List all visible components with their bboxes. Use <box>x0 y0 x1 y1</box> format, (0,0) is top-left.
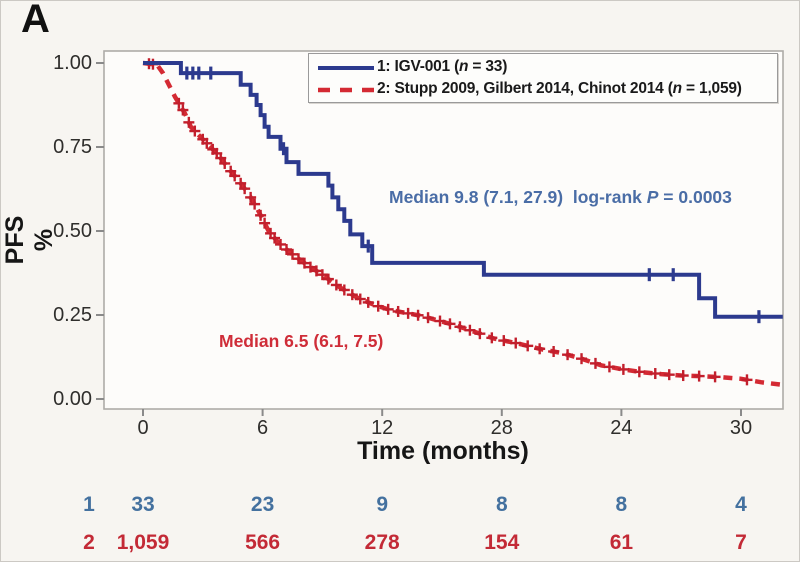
series2-censor-mark <box>510 337 522 349</box>
series2-censor-mark <box>576 353 588 365</box>
legend-line-solid-icon <box>318 66 374 70</box>
series2-censor-mark <box>298 257 310 269</box>
series2-censor-mark <box>189 125 201 137</box>
x-tick-label: 6 <box>257 417 269 439</box>
series2-censor-mark <box>444 318 456 330</box>
series2-censor-mark <box>249 198 261 210</box>
series2-censor-mark <box>464 324 476 336</box>
series2-censor-mark <box>219 157 231 169</box>
series2-censor-mark <box>259 217 271 229</box>
series2-censor-mark <box>322 273 334 285</box>
series2-censor-mark <box>310 265 322 277</box>
legend-line-dashed-icon <box>318 87 374 93</box>
risk-value: 7 <box>735 531 747 554</box>
series2-censor-mark <box>177 104 189 116</box>
x-tick-label: 28 <box>490 417 513 439</box>
series2-censor-mark <box>183 116 195 128</box>
series2-censor-mark <box>201 137 213 149</box>
series2-censor-mark <box>474 328 486 340</box>
series2-censor-mark <box>617 363 629 375</box>
plot-frame <box>103 50 784 410</box>
x-axis-title: Time (months) <box>357 437 529 465</box>
series2-censor-mark <box>239 183 251 195</box>
x-tick-label: 30 <box>729 417 753 439</box>
series2-censor-mark <box>677 370 689 382</box>
x-tick-label: 0 <box>137 417 149 439</box>
risk-row-id: 2 <box>83 531 95 554</box>
series2-censor-mark <box>286 248 298 260</box>
series2-censor-mark <box>269 232 281 244</box>
y-tick-label: 0.00 <box>53 388 92 410</box>
series2-censor-mark <box>589 357 601 369</box>
series2-censor-mark <box>422 312 434 324</box>
panel-label: A <box>21 0 50 41</box>
risk-value: 154 <box>484 531 520 554</box>
y-tick-label: 0.25 <box>53 304 92 326</box>
series2-censor-mark <box>693 370 705 382</box>
series1-curve <box>143 61 783 319</box>
series2-censor-mark <box>382 303 394 315</box>
legend-item: 1: IGV-001 (n = 33) <box>315 56 777 78</box>
median-annotation-series2: Median 6.5 (6.1, 7.5) <box>219 331 384 351</box>
series2-censor-mark <box>304 261 316 273</box>
series2-censor-mark <box>633 366 645 378</box>
risk-value: 9 <box>376 493 389 516</box>
legend: 1: IGV-001 (n = 33) 2: Stupp 2009, Gilber… <box>308 53 778 103</box>
series2-censor-mark <box>498 335 510 347</box>
risk-value: 23 <box>250 493 275 516</box>
series2-censor-mark <box>402 307 414 319</box>
series2-censor-mark <box>522 340 534 352</box>
risk-value: 278 <box>364 531 400 554</box>
series2-censor-mark <box>454 321 466 333</box>
median-annotation-series1: Median 9.8 (7.1, 27.9) log-rank P = 0.00… <box>389 187 732 207</box>
legend-item-label: 1: IGV-001 (n = 33) <box>377 58 508 75</box>
series2-censor-mark <box>412 309 424 321</box>
legend-item: 2: Stupp 2009, Gilbert 2014, Chinot 2014… <box>315 78 777 100</box>
risk-row-id: 1 <box>83 493 95 516</box>
risk-value: 33 <box>131 493 155 516</box>
y-tick-label: 0.50 <box>53 220 92 242</box>
x-tick-label: 24 <box>610 417 633 439</box>
series2-censor-mark <box>392 305 404 317</box>
legend-item-label: 2: Stupp 2009, Gilbert 2014, Chinot 2014… <box>377 80 742 97</box>
series2-censor-mark <box>255 209 267 221</box>
y-tick-label: 0.75 <box>53 136 92 158</box>
series2-censor-mark <box>281 243 293 255</box>
series2-censor-mark <box>275 238 287 250</box>
series2-censor-mark <box>709 371 721 383</box>
x-tick-label: 12 <box>371 417 394 439</box>
series2-censor-mark <box>354 293 366 305</box>
series2-censor-mark <box>434 315 446 327</box>
risk-value: 4 <box>735 493 747 516</box>
series2-censor-mark <box>741 374 753 386</box>
series2-censor-mark <box>292 253 304 265</box>
series2-censor-mark <box>372 300 384 312</box>
series2-censor-mark <box>649 368 661 380</box>
series2-censor-mark <box>534 343 546 355</box>
series2-censor-mark <box>486 332 498 344</box>
risk-value: 566 <box>245 531 281 554</box>
y-tick-label: 1.00 <box>53 52 92 74</box>
series2-censor-mark <box>548 345 560 357</box>
series2-censor-mark <box>229 170 241 182</box>
series2-censor-mark <box>603 361 615 373</box>
risk-value: 1,059 <box>116 531 170 554</box>
series2-censor-mark <box>330 279 342 291</box>
risk-value: 8 <box>615 493 628 516</box>
series2-censor-mark <box>346 289 358 301</box>
series2-censor-mark <box>245 191 257 203</box>
series2-censor-mark <box>562 349 574 361</box>
series2-censor-mark <box>663 369 675 381</box>
series2-censor-mark <box>362 296 374 308</box>
series2-censor-mark <box>338 284 350 296</box>
series2-censor-mark <box>173 97 185 109</box>
risk-value: 61 <box>609 531 634 554</box>
series2-censor-mark <box>316 269 328 281</box>
risk-value: 8 <box>495 493 508 516</box>
